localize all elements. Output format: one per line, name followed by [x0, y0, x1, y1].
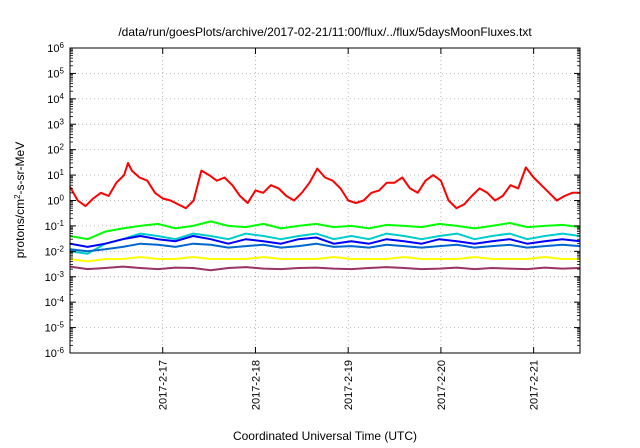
- series-line-2: [69, 220, 581, 241]
- y-tick-base: 10: [45, 272, 57, 284]
- y-tick-exponent: 4: [60, 91, 65, 100]
- y-axis-label-rest: -s-sr-MeV: [13, 142, 27, 195]
- y-tick-label: 101: [47, 168, 64, 183]
- y-tick-base: 10: [45, 323, 57, 335]
- y-tick-label: 106: [47, 41, 64, 56]
- y-tick-base: 10: [47, 94, 59, 106]
- y-tick-label: 10-4: [45, 295, 65, 310]
- y-tick-label: 10-2: [45, 244, 65, 258]
- series-line-3: [69, 232, 581, 255]
- y-tick-label: 104: [47, 91, 64, 106]
- y-tick-exponent: -1: [57, 218, 65, 227]
- x-axis: 2017-2-17 2017-2-18 2017-2-19 2017-2-20 2017…: [158, 48, 541, 410]
- y-tick-label: 100: [47, 193, 64, 208]
- y-tick-exponent: 3: [60, 117, 65, 126]
- y-tick-base: 10: [47, 119, 59, 131]
- y-tick-base: 10: [45, 221, 57, 233]
- y-tick-label: 10-6: [45, 346, 65, 361]
- x-tick-label: 2017-2-20: [436, 360, 448, 410]
- x-tick-label: 2017-2-17: [158, 360, 170, 410]
- x-tick-label: 2017-2-21: [529, 360, 541, 410]
- y-tick-base: 10: [47, 68, 59, 80]
- x-tick-label: 2017-2-19: [343, 360, 355, 410]
- y-tick-base: 10: [47, 196, 59, 208]
- series-line-4: [69, 235, 581, 248]
- x-axis-label: Coordinated Universal Time (UTC): [233, 429, 417, 443]
- y-tick-label: 10-5: [45, 320, 65, 335]
- y-tick-exponent: -6: [57, 346, 65, 355]
- y-tick-exponent: -3: [57, 269, 65, 278]
- y-tick-exponent: -5: [57, 320, 65, 329]
- y-tick-exponent: -2: [57, 244, 65, 253]
- y-axis-label: protons/cm2-s-sr-MeV: [13, 142, 28, 258]
- y-tick-exponent: 5: [60, 66, 65, 75]
- y-axis: 10-610-510-410-310-210-11001011021031041…: [45, 41, 580, 361]
- y-tick-exponent: 2: [60, 142, 65, 151]
- y-tick-base: 10: [45, 246, 57, 258]
- chart-title: /data/run/goesPlots/archive/2017-02-21/1…: [118, 25, 532, 39]
- series-line-6: [69, 256, 580, 263]
- y-tick-base: 10: [47, 145, 59, 157]
- y-tick-exponent: 0: [60, 193, 65, 202]
- y-tick-base: 10: [45, 297, 57, 309]
- y-tick-base: 10: [47, 43, 59, 55]
- series-group: [69, 162, 581, 272]
- y-tick-label: 10-3: [45, 269, 65, 284]
- y-tick-base: 10: [47, 170, 59, 182]
- series-line-1: [69, 162, 580, 210]
- y-tick-label: 103: [47, 117, 64, 132]
- y-axis-label-sup: 2: [13, 194, 22, 199]
- x-tick-label: 2017-2-18: [250, 360, 262, 410]
- y-axis-label-base: protons/cm: [13, 199, 27, 258]
- y-tick-exponent: 1: [60, 168, 65, 177]
- y-tick-base: 10: [45, 348, 57, 360]
- y-tick-exponent: 6: [60, 41, 65, 50]
- series-line-7: [69, 265, 581, 272]
- y-tick-label: 10-1: [45, 218, 65, 233]
- y-tick-exponent: -4: [57, 295, 65, 304]
- y-tick-label: 105: [47, 66, 64, 81]
- series-line-5: [69, 242, 581, 253]
- y-tick-label: 102: [47, 142, 64, 157]
